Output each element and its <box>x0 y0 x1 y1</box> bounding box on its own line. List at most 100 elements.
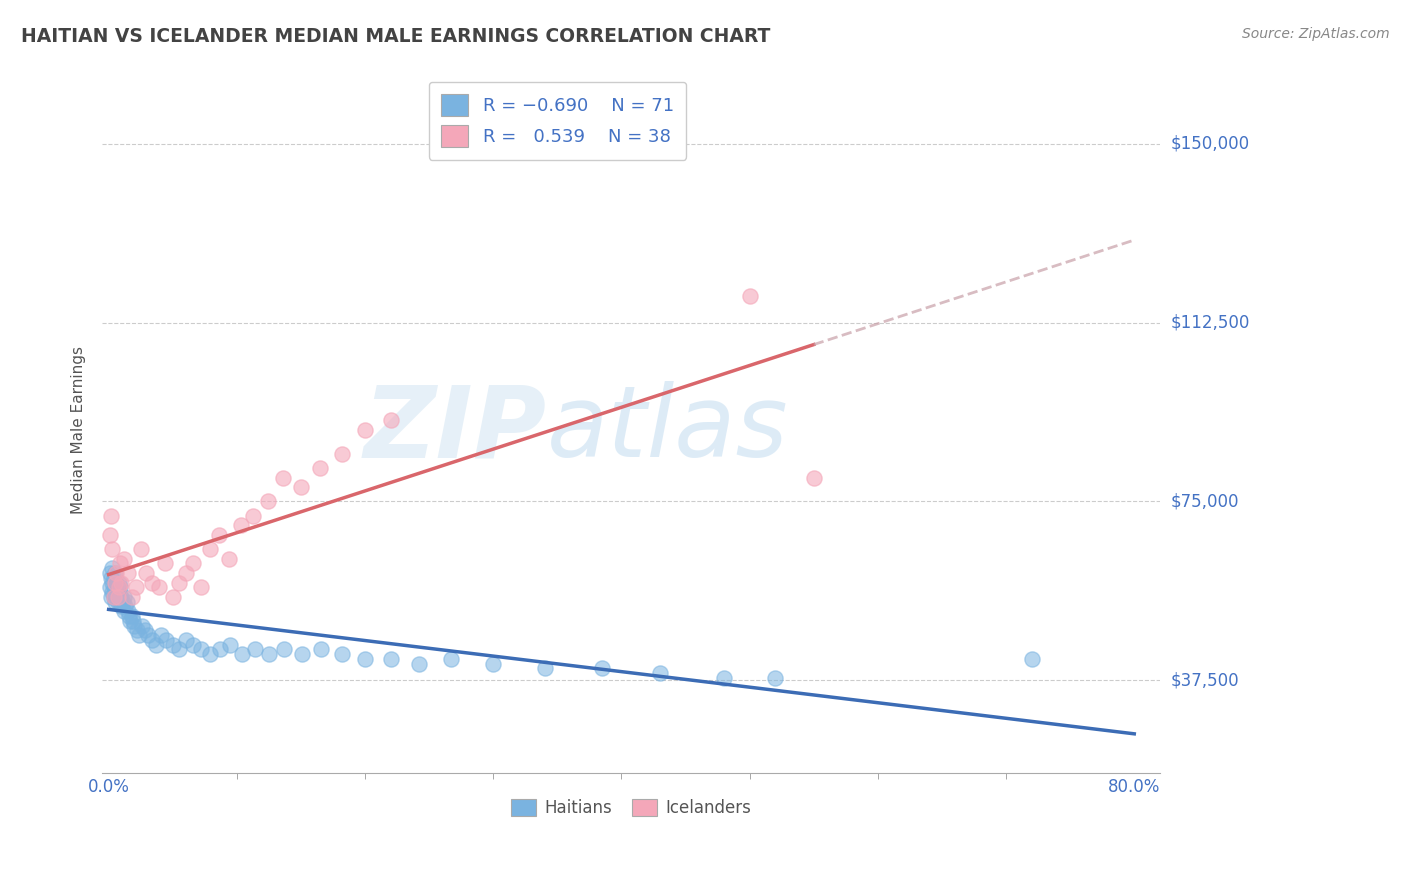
Point <box>174 632 197 647</box>
Point <box>145 638 167 652</box>
Point <box>190 580 212 594</box>
Point <box>482 657 505 671</box>
Point <box>135 566 157 580</box>
Point <box>118 609 141 624</box>
Point <box>114 599 136 614</box>
Point <box>120 614 142 628</box>
Point <box>1021 652 1043 666</box>
Point <box>108 595 131 609</box>
Point <box>108 580 131 594</box>
Point <box>104 580 127 594</box>
Point <box>738 289 761 303</box>
Point <box>105 585 128 599</box>
Point <box>174 566 197 580</box>
Text: HAITIAN VS ICELANDER MEDIAN MALE EARNINGS CORRELATION CHART: HAITIAN VS ICELANDER MEDIAN MALE EARNING… <box>21 27 770 45</box>
Point <box>108 575 131 590</box>
Point <box>257 647 280 661</box>
Point <box>110 590 132 604</box>
Point <box>380 652 402 666</box>
Point <box>330 647 353 661</box>
Point <box>209 642 232 657</box>
Point <box>162 590 184 604</box>
Point <box>110 575 132 590</box>
Point <box>273 642 295 657</box>
Point <box>380 413 402 427</box>
Point <box>124 580 146 594</box>
Text: $75,000: $75,000 <box>1171 492 1240 510</box>
Point <box>112 590 135 604</box>
Legend: Haitians, Icelanders: Haitians, Icelanders <box>505 792 758 823</box>
Point <box>128 628 150 642</box>
Point <box>162 638 184 652</box>
Point <box>98 580 121 594</box>
Point <box>231 647 253 661</box>
Point <box>103 590 125 604</box>
Point <box>107 590 129 604</box>
Point <box>98 566 121 580</box>
Point <box>219 638 242 652</box>
Point <box>104 595 127 609</box>
Point <box>141 632 163 647</box>
Point <box>138 628 160 642</box>
Text: $37,500: $37,500 <box>1171 672 1240 690</box>
Point <box>107 580 129 594</box>
Point <box>101 585 124 599</box>
Point <box>533 661 555 675</box>
Text: $112,500: $112,500 <box>1171 314 1250 332</box>
Point <box>354 652 377 666</box>
Point <box>763 671 786 685</box>
Point <box>112 551 135 566</box>
Point <box>108 580 131 594</box>
Point <box>101 542 124 557</box>
Point <box>354 423 377 437</box>
Point <box>181 557 204 571</box>
Point <box>121 609 143 624</box>
Point <box>105 566 128 580</box>
Point <box>271 470 294 484</box>
Point <box>115 595 138 609</box>
Point <box>108 585 131 599</box>
Point <box>167 642 190 657</box>
Point <box>713 671 735 685</box>
Point <box>108 590 131 604</box>
Text: atlas: atlas <box>547 382 789 478</box>
Point <box>229 518 252 533</box>
Point <box>218 551 240 566</box>
Point <box>101 561 124 575</box>
Point <box>125 624 148 638</box>
Point <box>110 599 132 614</box>
Point <box>105 575 128 590</box>
Point <box>290 480 312 494</box>
Point <box>105 590 128 604</box>
Point <box>117 566 139 580</box>
Point <box>101 575 124 590</box>
Point <box>121 590 143 604</box>
Point <box>408 657 430 671</box>
Text: Source: ZipAtlas.com: Source: ZipAtlas.com <box>1241 27 1389 41</box>
Point <box>309 461 332 475</box>
Point <box>103 580 125 594</box>
Point <box>100 508 122 523</box>
Point <box>150 628 173 642</box>
Point <box>112 604 135 618</box>
Point <box>122 618 145 632</box>
Text: ZIP: ZIP <box>363 382 547 478</box>
Y-axis label: Median Male Earnings: Median Male Earnings <box>72 346 86 514</box>
Point <box>98 528 121 542</box>
Point <box>148 580 170 594</box>
Point <box>181 638 204 652</box>
Point <box>198 542 221 557</box>
Text: $150,000: $150,000 <box>1171 135 1250 153</box>
Point <box>190 642 212 657</box>
Point <box>100 571 122 585</box>
Point <box>330 447 353 461</box>
Point <box>134 624 156 638</box>
Point <box>311 642 333 657</box>
Point <box>104 575 127 590</box>
Point <box>117 604 139 618</box>
Point <box>107 595 129 609</box>
Point <box>242 508 264 523</box>
Point <box>111 595 134 609</box>
Point <box>108 557 131 571</box>
Point <box>243 642 266 657</box>
